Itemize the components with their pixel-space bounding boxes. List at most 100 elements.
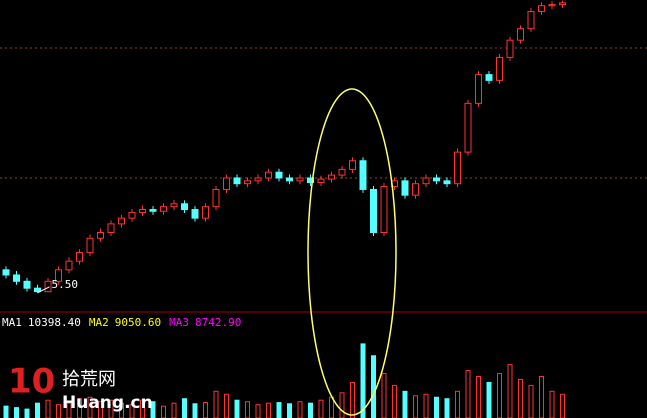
candle-body xyxy=(23,280,31,289)
candle-body xyxy=(349,160,356,170)
candle-body xyxy=(443,180,451,185)
volume-bar xyxy=(276,402,282,418)
volume-bar xyxy=(224,393,229,418)
volume-bar xyxy=(350,381,355,418)
candle-body xyxy=(244,180,251,185)
volume-bar xyxy=(402,390,408,418)
candle-body xyxy=(475,74,482,104)
candle-body xyxy=(181,203,188,211)
volume-bar xyxy=(360,343,366,418)
volume-bar xyxy=(371,355,376,418)
candle-body xyxy=(506,39,514,58)
watermark: 10 拾荒网 Huang.cn xyxy=(8,362,153,414)
volume-bar xyxy=(161,405,166,418)
volume-bar xyxy=(56,404,61,418)
ma-value: 9050.60 xyxy=(115,316,161,329)
volume-bar xyxy=(203,402,208,418)
ma-value: 8742.90 xyxy=(195,316,241,329)
candle-body xyxy=(118,217,125,225)
candle-body xyxy=(65,260,73,271)
candle-body xyxy=(370,188,377,233)
candle-body xyxy=(338,168,346,176)
candle-body xyxy=(34,287,41,293)
candle-body xyxy=(128,211,136,219)
candle-body xyxy=(517,28,524,41)
candle-body xyxy=(559,2,566,6)
candle-body xyxy=(454,151,461,185)
volume-bar xyxy=(77,398,82,418)
candle-body xyxy=(202,206,209,219)
volume-bar xyxy=(182,398,187,418)
ma-name: MA2 xyxy=(89,316,109,329)
volume-bar xyxy=(434,396,439,418)
candle-body xyxy=(265,171,272,179)
volume-bar xyxy=(476,376,481,418)
volume-bar xyxy=(381,373,387,418)
volume-bar xyxy=(444,398,450,418)
volume-bar xyxy=(455,390,460,418)
candle-body xyxy=(107,223,115,233)
volume-bar xyxy=(87,396,93,418)
volume-bar xyxy=(308,402,313,418)
candle-body xyxy=(286,177,293,182)
candle-body xyxy=(86,237,94,254)
candle-body xyxy=(55,269,62,282)
candle-body xyxy=(223,177,230,190)
volume-bar xyxy=(560,393,565,418)
volume-bar xyxy=(318,399,324,418)
volume-bar xyxy=(98,401,103,418)
candle-body xyxy=(160,206,167,212)
highlight-ellipse xyxy=(307,88,397,416)
candle-body xyxy=(97,232,104,239)
ma-name: MA3 xyxy=(169,316,189,329)
volume-bar xyxy=(497,373,502,418)
candle-body xyxy=(422,177,430,185)
candle-body xyxy=(139,209,146,213)
candle-body xyxy=(13,274,20,282)
candle-body xyxy=(359,160,367,190)
watermark-logo: 10 xyxy=(8,362,55,402)
candle-body xyxy=(496,56,503,81)
volume-bar xyxy=(24,408,30,418)
candle-body xyxy=(170,203,178,208)
candle-body xyxy=(527,10,535,30)
ma-legend: MA1 10398.40 MA2 9050.60 MA3 8742.90 xyxy=(2,316,241,329)
volume-bar xyxy=(287,403,292,418)
ma-value: 10398.40 xyxy=(28,316,81,329)
volume-bar xyxy=(140,399,145,418)
candle-body xyxy=(149,209,157,212)
volume-bar xyxy=(3,405,9,418)
candle-body xyxy=(296,177,304,182)
candle-body xyxy=(76,252,83,262)
volume-bar xyxy=(549,390,555,418)
candle-body xyxy=(212,188,220,208)
volume-bar xyxy=(423,393,429,418)
watermark-site: Huang.cn xyxy=(62,393,153,413)
candle-body xyxy=(412,183,419,196)
volume-bar xyxy=(465,370,471,418)
candle-body xyxy=(275,171,283,179)
annotation-leader xyxy=(37,286,50,294)
candle-body xyxy=(2,269,10,276)
volume-bar xyxy=(518,378,523,418)
candle-body xyxy=(548,4,556,7)
volume-bar xyxy=(245,401,250,418)
volume-bar xyxy=(108,399,114,418)
candle-body xyxy=(317,178,325,184)
volume-bar xyxy=(528,384,534,418)
volume-bar xyxy=(171,402,177,418)
volume-bar xyxy=(35,402,40,418)
watermark-name: 拾荒网 xyxy=(62,369,116,390)
candle-body xyxy=(538,5,545,12)
candle-body xyxy=(485,74,493,81)
candle-body xyxy=(401,180,409,196)
volume-bar xyxy=(486,381,492,418)
candle-body xyxy=(191,209,199,219)
candle-body xyxy=(380,186,388,234)
volume-bar xyxy=(14,407,19,418)
candle-body xyxy=(433,177,440,182)
candle-body xyxy=(233,177,241,185)
candle-body xyxy=(307,177,314,184)
volume-bar xyxy=(297,401,303,418)
